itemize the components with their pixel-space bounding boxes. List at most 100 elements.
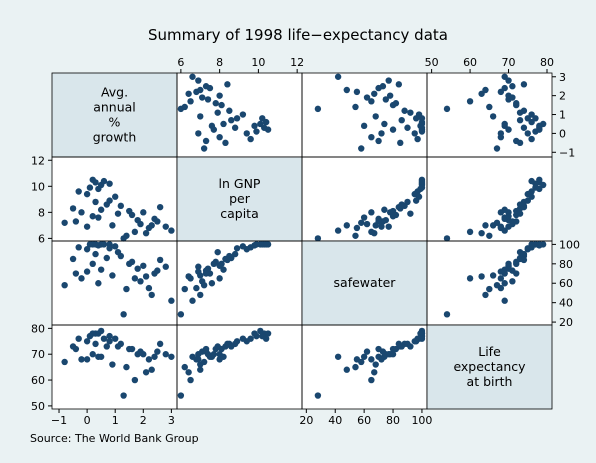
- point: [226, 107, 233, 114]
- x-tick-label: 0: [84, 414, 91, 427]
- point: [86, 332, 94, 340]
- point: [497, 223, 505, 230]
- x-tick-label: 60: [463, 56, 477, 69]
- point: [513, 100, 520, 107]
- point: [392, 100, 400, 107]
- point: [181, 363, 188, 371]
- point: [513, 137, 520, 145]
- point: [185, 369, 192, 376]
- point: [114, 248, 122, 256]
- point: [239, 335, 247, 342]
- point: [224, 340, 231, 348]
- point: [411, 130, 418, 137]
- point: [137, 348, 144, 355]
- point: [493, 145, 501, 152]
- point: [72, 345, 80, 353]
- x-tick-label: 50: [425, 56, 439, 69]
- point: [398, 116, 405, 124]
- point: [371, 369, 378, 376]
- point: [195, 268, 202, 275]
- point: [210, 351, 218, 358]
- point: [375, 137, 382, 145]
- y-tick-label: 60: [31, 374, 45, 387]
- point: [100, 177, 108, 185]
- point: [216, 133, 223, 141]
- point: [134, 265, 141, 272]
- point: [198, 94, 206, 101]
- point: [123, 285, 130, 293]
- point: [412, 197, 420, 204]
- point: [407, 109, 414, 116]
- point: [334, 73, 342, 80]
- point: [202, 270, 210, 277]
- point: [131, 376, 139, 384]
- point: [497, 130, 505, 137]
- y-tick-label: 50: [31, 400, 45, 413]
- point: [466, 228, 474, 236]
- point: [486, 103, 493, 111]
- x-tick-label: 40: [328, 414, 342, 427]
- point: [181, 285, 188, 293]
- point: [524, 197, 531, 204]
- point: [372, 113, 379, 120]
- point: [353, 88, 361, 96]
- point: [220, 120, 227, 128]
- point: [61, 281, 68, 289]
- point: [334, 227, 342, 234]
- point: [112, 193, 119, 200]
- x-tick-label: 10: [251, 56, 265, 69]
- point: [200, 281, 208, 289]
- point: [69, 205, 77, 212]
- point: [382, 96, 390, 103]
- point: [97, 266, 105, 273]
- point: [443, 311, 451, 318]
- x-tick-label: 12: [290, 56, 304, 69]
- point: [145, 356, 153, 363]
- point: [148, 222, 155, 229]
- point: [493, 219, 501, 226]
- point: [193, 284, 200, 292]
- point: [151, 215, 158, 223]
- point: [100, 335, 108, 342]
- point: [123, 232, 130, 239]
- point: [228, 116, 235, 124]
- point: [443, 235, 451, 242]
- point: [524, 115, 531, 122]
- x-tick-label: 1: [112, 414, 119, 427]
- point: [314, 392, 322, 399]
- point: [220, 353, 227, 360]
- point: [189, 73, 196, 80]
- point: [231, 250, 239, 258]
- point: [397, 139, 404, 147]
- point: [109, 361, 116, 368]
- y-tick-label: 40: [559, 297, 573, 310]
- x-tick-label: 8: [216, 56, 223, 69]
- point: [418, 128, 426, 135]
- diagonal-cell: [176, 156, 303, 242]
- point: [314, 235, 322, 242]
- point: [200, 145, 208, 152]
- point: [89, 213, 96, 220]
- point: [262, 241, 270, 248]
- diagonal-cell: [426, 324, 553, 410]
- point: [392, 345, 400, 353]
- point: [168, 227, 175, 234]
- point: [83, 356, 91, 363]
- point: [109, 272, 116, 279]
- point: [505, 126, 512, 133]
- point: [262, 335, 270, 342]
- point: [486, 285, 493, 293]
- point: [224, 256, 231, 264]
- point: [103, 254, 110, 262]
- point: [117, 202, 125, 210]
- point: [243, 130, 250, 137]
- point: [497, 268, 505, 275]
- point: [231, 124, 239, 131]
- x-tick-label: −1: [51, 414, 67, 427]
- variable-label: expectancy: [453, 359, 526, 374]
- point: [493, 281, 501, 289]
- point: [95, 214, 102, 221]
- point: [95, 330, 102, 337]
- variable-label: ln GNP: [219, 176, 261, 191]
- point: [524, 130, 531, 137]
